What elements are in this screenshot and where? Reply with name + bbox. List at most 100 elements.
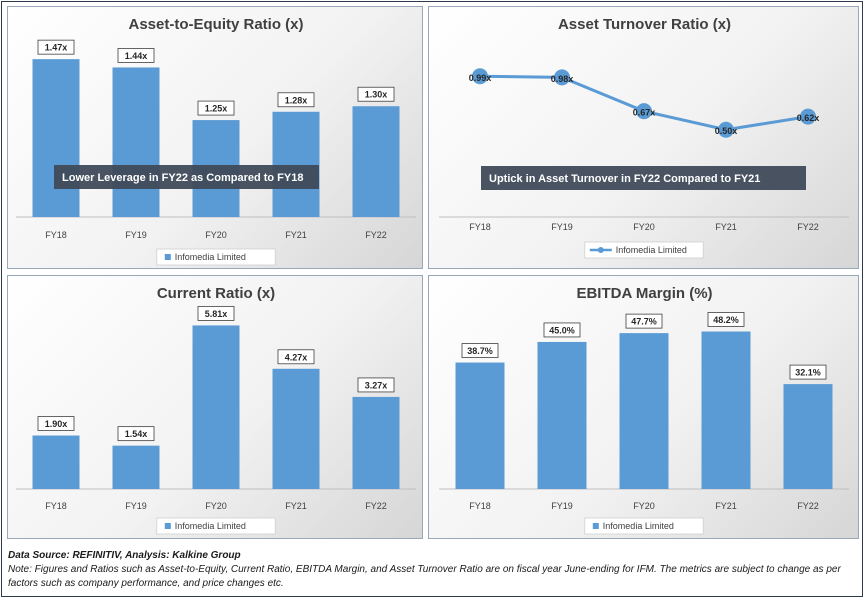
x-tick-label: FY22 xyxy=(797,222,819,232)
data-label-fy18: 1.47x xyxy=(45,43,68,53)
legend-label: Infomedia Limited xyxy=(175,521,246,531)
data-source-text: Data Source: REFINITIV, Analysis: Kalkin… xyxy=(8,550,241,561)
data-label-fy21: 4.27x xyxy=(285,352,308,362)
data-label-box xyxy=(357,86,395,102)
legend-label: Infomedia Limited xyxy=(603,521,674,531)
legend-label: Infomedia Limited xyxy=(616,245,687,255)
bar-fy22 xyxy=(352,106,400,217)
data-label-fy21: 0.50x xyxy=(715,126,738,136)
x-tick-label: FY19 xyxy=(551,222,573,232)
chart-current-ratio: Current Ratio (x) 1.90x 1.54x 5.81x 4.27x 3.2… xyxy=(16,285,416,535)
annotation-banner xyxy=(54,165,319,189)
bar-fy21 xyxy=(701,331,751,489)
x-tick-label: FY18 xyxy=(45,230,67,240)
bar-fy19 xyxy=(112,67,160,217)
chart-ebitda-margin: EBITDA Margin (%) 38.7% 45.0% 47.7% 48.2% 32.… xyxy=(439,285,849,535)
data-label-box xyxy=(37,39,75,55)
data-label-fy22: 32.1% xyxy=(795,368,821,378)
data-label-box xyxy=(277,92,315,108)
data-label-fy18: 0.99x xyxy=(469,73,492,83)
chart-panel-ebitda-margin: EBITDA Margin (%) 38.7% 45.0% 47.7% 48.2% 32.… xyxy=(428,275,859,539)
legend-swatch xyxy=(164,523,171,529)
x-tick-label: FY21 xyxy=(715,501,737,511)
data-label-fy20: 0.67x xyxy=(633,108,656,118)
data-label-fy20: 1.25x xyxy=(205,104,228,114)
chart-title: Asset-to-Equity Ratio (x) xyxy=(128,16,303,33)
x-tick-label: FY18 xyxy=(469,501,491,511)
chart-title: EBITDA Margin (%) xyxy=(576,285,712,302)
chart-title: Asset Turnover Ratio (x) xyxy=(558,16,731,33)
chart-asset-turnover: Asset Turnover Ratio (x) Uptick in Asset … xyxy=(439,16,849,259)
data-label-box xyxy=(357,377,395,393)
data-label-box xyxy=(197,306,235,321)
x-tick-label: FY19 xyxy=(125,501,147,511)
legend-swatch-marker xyxy=(597,247,604,253)
data-label-fy20: 5.81x xyxy=(205,309,228,319)
x-tick-label: FY22 xyxy=(797,501,819,511)
chart-title: Current Ratio (x) xyxy=(157,285,275,302)
data-label-fy22: 3.27x xyxy=(365,380,388,390)
bar-fy21 xyxy=(272,111,320,217)
data-label-fy21: 48.2% xyxy=(713,315,739,325)
annotation-banner xyxy=(481,166,806,190)
data-label-box xyxy=(37,416,75,431)
bar-fy18 xyxy=(455,362,505,489)
bar-fy20 xyxy=(192,325,240,489)
chart-panel-asset-turnover: Asset Turnover Ratio (x) Uptick in Asset … xyxy=(428,6,859,269)
series-line xyxy=(479,74,809,132)
x-tick-label: FY19 xyxy=(125,230,147,240)
legend-box xyxy=(584,241,704,259)
chart-panel-asset-to-equity: Asset-to-Equity Ratio (x) Lower Leverage … xyxy=(7,6,423,269)
point-fy21 xyxy=(718,121,734,138)
x-tick-label: FY21 xyxy=(285,230,307,240)
data-label-fy18: 38.7% xyxy=(467,346,493,356)
bar-fy20 xyxy=(619,333,669,489)
legend-label: Infomedia Limited xyxy=(175,252,246,262)
data-label-box xyxy=(117,426,155,442)
footnote-text: Note: Figures and Ratios such as Asset-t… xyxy=(8,564,841,589)
x-tick-label: FY19 xyxy=(551,501,573,511)
legend-swatch xyxy=(592,523,599,529)
bar-fy22 xyxy=(783,384,833,489)
bar-fy19 xyxy=(537,341,587,489)
data-label-fy18: 1.90x xyxy=(45,419,68,429)
bar-fy18 xyxy=(32,59,80,218)
data-label-box xyxy=(625,313,663,329)
point-fy22 xyxy=(800,108,816,125)
bar-fy18 xyxy=(32,435,80,489)
chart-panel-current-ratio: Current Ratio (x) 1.90x 1.54x 5.81x 4.27x 3.2… xyxy=(7,275,423,539)
point-fy19 xyxy=(554,69,570,86)
data-label-box xyxy=(461,343,499,358)
x-tick-label: FY22 xyxy=(365,230,387,240)
data-label-fy22: 0.62x xyxy=(797,113,820,123)
data-label-fy21: 1.28x xyxy=(285,95,308,105)
data-label-box xyxy=(789,364,827,380)
x-tick-label: FY20 xyxy=(633,501,655,511)
x-tick-label: FY20 xyxy=(205,501,227,511)
data-label-box xyxy=(543,322,581,338)
data-label-fy19: 0.98x xyxy=(551,74,574,84)
data-label-box xyxy=(117,48,155,63)
bar-fy19 xyxy=(112,445,160,489)
x-tick-label: FY18 xyxy=(45,501,67,511)
legend-box xyxy=(156,248,276,266)
x-tick-label: FY22 xyxy=(365,501,387,511)
bar-fy21 xyxy=(272,368,320,489)
x-tick-label: FY20 xyxy=(205,230,227,240)
x-tick-label: FY21 xyxy=(285,501,307,511)
x-tick-label: FY20 xyxy=(633,222,655,232)
x-tick-label: FY21 xyxy=(715,222,737,232)
x-tick-label: FY18 xyxy=(469,222,491,232)
annotation-text: Lower Leverage in FY22 as Compared to FY… xyxy=(62,172,303,184)
point-fy18 xyxy=(472,68,488,85)
data-label-box xyxy=(197,100,235,116)
bar-fy22 xyxy=(352,396,400,489)
annotation-text: Uptick in Asset Turnover in FY22 Compare… xyxy=(489,173,760,185)
data-label-fy22: 1.30x xyxy=(365,90,388,100)
data-label-fy20: 47.7% xyxy=(631,317,657,327)
footer: Data Source: REFINITIV, Analysis: Kalkin… xyxy=(8,549,858,591)
legend-box xyxy=(584,517,704,535)
data-label-box xyxy=(707,312,745,327)
legend-box xyxy=(156,517,276,535)
